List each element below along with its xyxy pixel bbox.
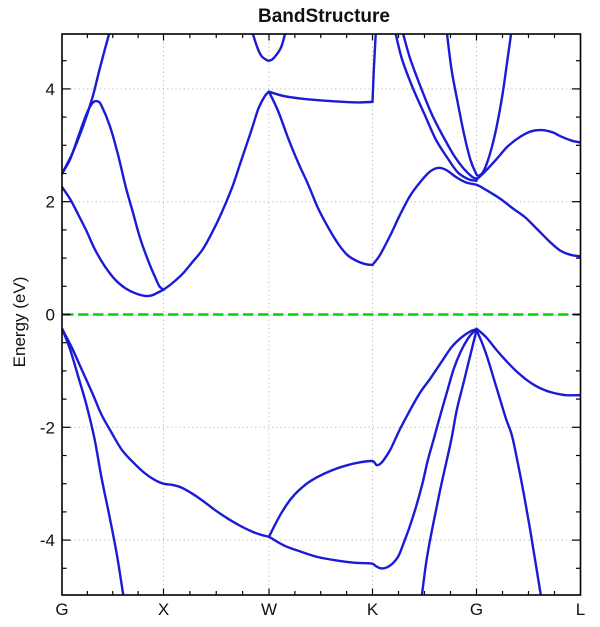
y-tick-label--2: -2 (40, 418, 55, 437)
chart-title: BandStructure (258, 6, 390, 27)
band-curve-cb_K-G_pair2 (401, 34, 478, 180)
y-tick-label-4: 4 (46, 80, 55, 99)
x-tick-label-3-K: K (367, 600, 379, 619)
x-tick-label-2-W: W (261, 600, 277, 619)
band-curve-vb_G-X-W (62, 327, 271, 538)
band-curve-vb_G-X_steep (62, 327, 125, 595)
band-curve-cb_G_parabola (445, 34, 513, 178)
band-curve-cb_K-G-L_lowest (371, 166, 581, 267)
band-curve-cb_K_vertical (371, 34, 377, 104)
x-tick-label-4-G: G (470, 600, 483, 619)
band-curve-cb2_G-X (62, 99, 165, 291)
band-curve-cb1_G-X (62, 185, 165, 298)
band-curve-vb_G-L_heavy (475, 327, 581, 397)
band-curve-vb_G-L_steep (475, 329, 543, 595)
band-curve-vb_W-K-G_lower (267, 328, 478, 570)
x-tick-label-1-X: X (158, 600, 169, 619)
band-curve-cb_K-G_pair1 (394, 34, 478, 182)
y-tick-labels: 4 2 0 -2 -4 (40, 80, 55, 550)
band-curve-vb_W-K-G_upper (267, 328, 478, 538)
x-tick-label-5-L: L (576, 600, 585, 619)
y-axis-label: Energy (eV) (10, 277, 29, 368)
axis-ticks (62, 34, 581, 595)
y-tick-label-0: 0 (46, 306, 55, 325)
band-curve-cb_W-K_upper (267, 90, 374, 104)
band-curve-cb_G-L_upper (475, 128, 581, 181)
band-curve-cb_X-W (162, 90, 271, 291)
band-curve-cb3_G-X (62, 34, 111, 175)
band-curve-cb_W_dip (251, 34, 287, 62)
band-curve-vb_K-G_steep (420, 329, 478, 595)
y-tick-label-2: 2 (46, 193, 55, 212)
y-tick-label--4: -4 (40, 531, 55, 550)
x-tick-label-0-G: G (55, 600, 68, 619)
band-curves (62, 34, 581, 595)
band-curve-cb_W-K_lower (267, 90, 374, 267)
gridlines (62, 34, 581, 595)
